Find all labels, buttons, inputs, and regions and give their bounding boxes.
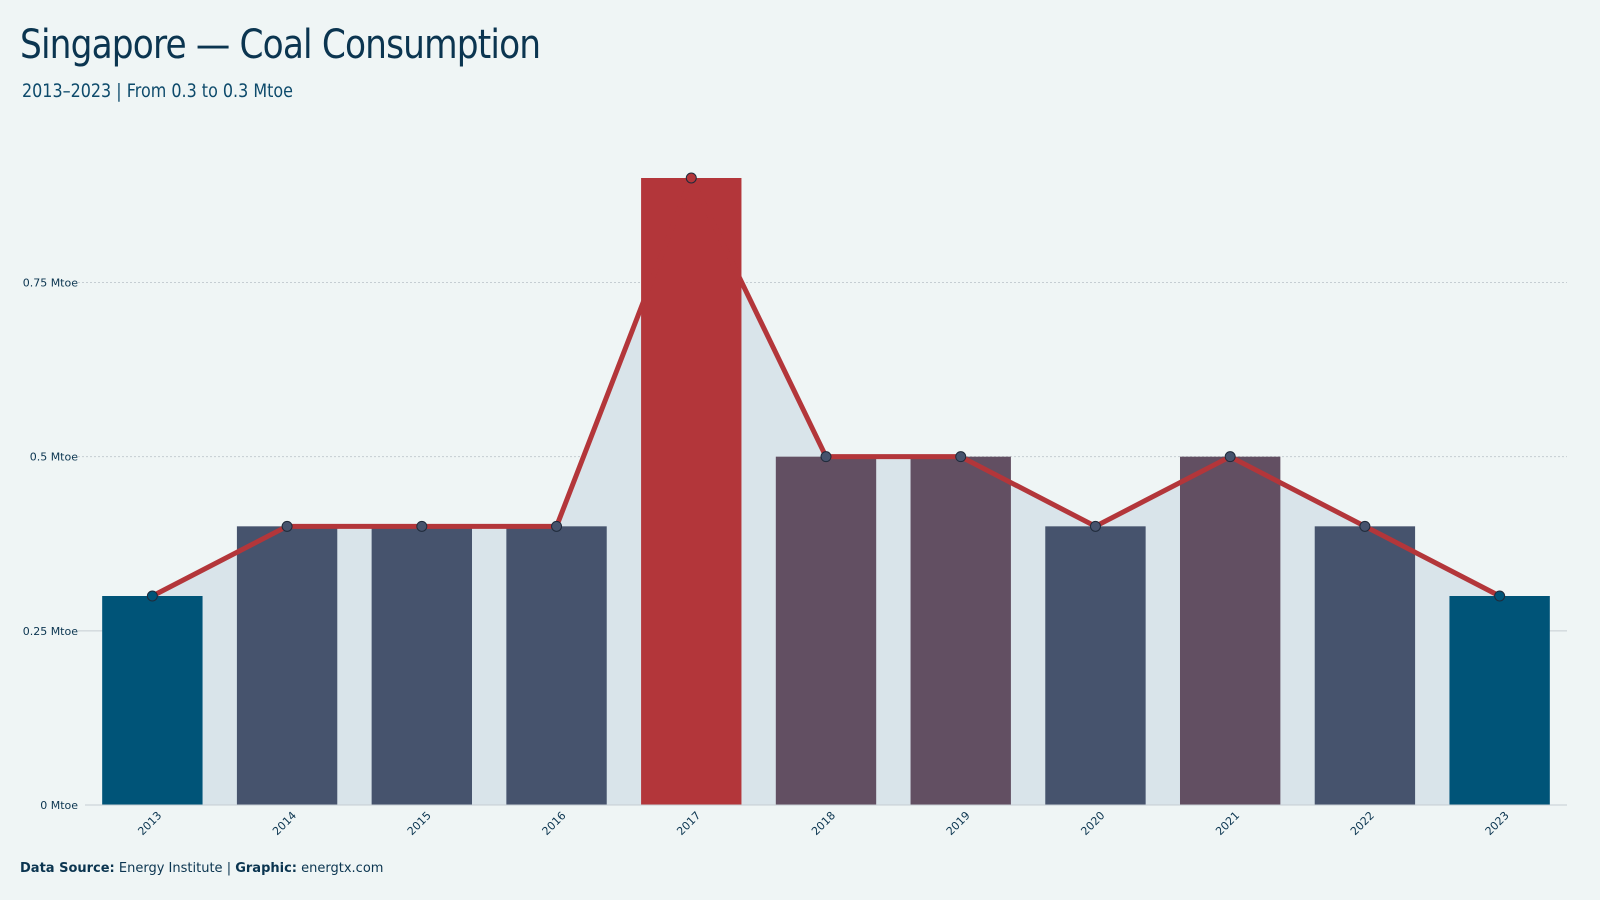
chart-subtitle: 2013–2023 | From 0.3 to 0.3 Mtoe [22,80,293,102]
x-tick-label: 2016 [540,809,569,838]
y-tick-label: 0 Mtoe [40,799,78,812]
bar-2021 [1179,456,1281,805]
bar-2015 [371,526,473,805]
bar-2014 [236,526,338,805]
point-2021 [1224,451,1236,463]
point-2013 [146,590,158,602]
point-2014 [281,520,293,532]
y-tick-label: 0.5 Mtoe [30,451,79,464]
source-value: Energy Institute [118,861,223,876]
footer-separator: | [226,861,232,876]
x-tick-label: 2021 [1213,809,1242,838]
bar-2020 [1045,526,1146,805]
x-tick-label: 2018 [809,809,838,838]
chart-title: Singapore — Coal Consumption [20,22,541,68]
x-tick-label: 2014 [270,809,299,838]
x-tick-label: 2019 [944,809,973,838]
graphic-label: Graphic: [235,861,297,876]
bar-2018 [775,456,877,805]
x-tick-label: 2023 [1483,809,1512,838]
footer-credits: Data Source: Energy Institute | Graphic:… [20,861,383,876]
y-tick-label: 0.75 Mtoe [23,277,79,290]
point-2018 [820,451,832,463]
point-2016 [551,520,563,532]
point-2022 [1359,520,1371,532]
x-tick-label: 2013 [135,809,164,838]
source-label: Data Source: [20,861,115,876]
bar-2022 [1314,526,1416,805]
y-tick-label: 0.25 Mtoe [23,625,79,638]
point-2023 [1494,590,1506,602]
x-tick-label: 2020 [1078,809,1107,838]
point-2019 [955,451,967,463]
x-tick-label: 2022 [1348,809,1377,838]
bar-2019 [910,456,1011,805]
point-2020 [1089,520,1101,532]
x-tick-label: 2017 [674,809,703,838]
point-2017 [685,172,697,184]
x-tick-label: 2015 [405,809,434,838]
graphic-value: energtx.com [301,861,384,876]
bar-2016 [506,526,607,805]
point-2015 [416,520,428,532]
bar-2017 [641,178,742,805]
bar-2013 [102,596,203,805]
bar-2023 [1449,596,1550,805]
